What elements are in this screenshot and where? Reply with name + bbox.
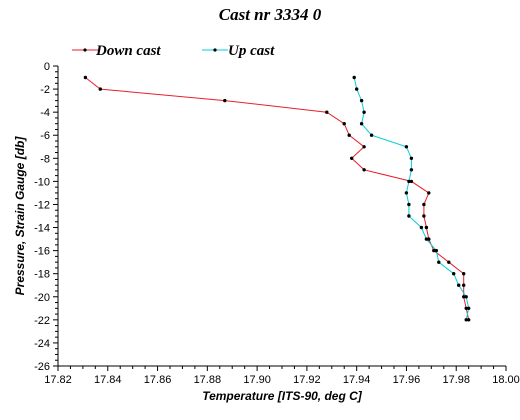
y-tick-label: -22 xyxy=(34,315,50,327)
data-point-up-cast xyxy=(409,168,414,172)
data-point-up-cast xyxy=(352,75,356,80)
data-point-down-cast xyxy=(462,272,466,276)
data-point-down-cast xyxy=(422,202,426,207)
series-line-up-cast xyxy=(353,77,470,320)
data-point-up-cast xyxy=(359,98,364,103)
data-point-down-cast xyxy=(462,295,466,299)
axes: 17.82 17.84 17.86 17.88 17.90 17.92 17.94 17.96… xyxy=(34,61,520,386)
x-tick-label: 17.86 xyxy=(144,374,172,386)
x-tick-label: 18.00 xyxy=(492,374,520,386)
data-point-down-cast xyxy=(83,75,88,80)
data-point-down-cast xyxy=(424,225,429,230)
data-point-down-cast xyxy=(432,248,436,253)
data-point-up-cast xyxy=(457,283,461,287)
x-tick-label: 17.90 xyxy=(243,374,271,386)
legend-label-down: Down cast xyxy=(95,43,161,59)
series-line-down-cast xyxy=(85,77,470,320)
x-tick-label: 17.82 xyxy=(44,374,72,386)
data-point-down-cast xyxy=(362,168,366,172)
x-tick-label: 17.94 xyxy=(343,374,371,386)
data-point-down-cast xyxy=(325,110,329,114)
data-point-up-cast xyxy=(419,225,424,230)
data-point-down-cast xyxy=(98,87,103,91)
data-point-down-cast xyxy=(462,283,466,287)
y-axis-label: Pressure, Strain Gauge [db] xyxy=(13,136,27,296)
y-tick-label: 0 xyxy=(44,61,50,73)
data-point-down-cast xyxy=(347,133,351,137)
y-tick-label: -2 xyxy=(40,84,50,96)
data-point-up-cast xyxy=(407,202,411,207)
y-tick-label: -4 xyxy=(40,107,50,119)
y-tick-label: -26 xyxy=(34,361,50,373)
data-point-down-cast xyxy=(464,306,468,310)
data-point-down-cast xyxy=(427,191,431,195)
x-tick-label: 17.92 xyxy=(293,374,321,386)
legend-marker-down xyxy=(83,48,87,52)
data-point-up-cast xyxy=(409,156,414,160)
data-point-up-cast xyxy=(437,260,441,264)
data-point-down-cast xyxy=(223,98,227,103)
legend: Down cast Up cast xyxy=(72,43,275,59)
data-point-up-cast xyxy=(464,318,468,322)
data-point-down-cast xyxy=(350,156,354,160)
data-point-up-cast xyxy=(359,122,364,126)
y-tick-label: -14 xyxy=(34,223,50,235)
data-point-up-cast xyxy=(452,272,456,276)
legend-label-up: Up cast xyxy=(228,43,275,59)
y-tick-label: -20 xyxy=(34,292,50,304)
data-point-up-cast xyxy=(404,145,409,149)
data-point-down-cast xyxy=(342,122,346,126)
data-point-up-cast xyxy=(362,110,366,114)
y-tick-label: -16 xyxy=(34,246,50,258)
data-point-up-cast xyxy=(464,295,468,299)
x-axis-label: Temperature [ITS-90, deg C] xyxy=(202,389,363,403)
y-tick-label: -8 xyxy=(40,153,50,165)
x-tick-label: 17.96 xyxy=(393,374,421,386)
data-point-down-cast xyxy=(447,260,451,264)
data-point-up-cast xyxy=(369,133,374,137)
x-tick-label: 17.84 xyxy=(94,374,122,386)
data-point-up-cast xyxy=(407,214,411,218)
y-tick-label: -6 xyxy=(40,130,50,142)
data-point-down-cast xyxy=(467,318,471,322)
data-point-down-cast xyxy=(409,179,414,184)
chart-title: Cast nr 3334 0 xyxy=(219,5,322,24)
data-point-up-cast xyxy=(407,179,411,184)
data-point-up-cast xyxy=(424,237,429,241)
y-tick-label: -18 xyxy=(34,269,50,281)
x-tick-label: 17.88 xyxy=(194,374,222,386)
data-point-up-cast xyxy=(434,248,438,253)
data-point-up-cast xyxy=(355,87,359,91)
data-point-down-cast xyxy=(427,237,431,241)
plot-series xyxy=(83,75,471,322)
data-point-up-cast xyxy=(467,306,471,310)
x-tick-label: 17.98 xyxy=(442,374,470,386)
y-tick-label: -12 xyxy=(34,199,50,211)
y-tick-label: -24 xyxy=(34,338,50,350)
data-point-down-cast xyxy=(362,145,366,149)
data-point-up-cast xyxy=(404,191,409,195)
data-point-down-cast xyxy=(422,214,426,218)
y-tick-label: -10 xyxy=(34,176,50,188)
legend-marker-up xyxy=(213,48,217,52)
